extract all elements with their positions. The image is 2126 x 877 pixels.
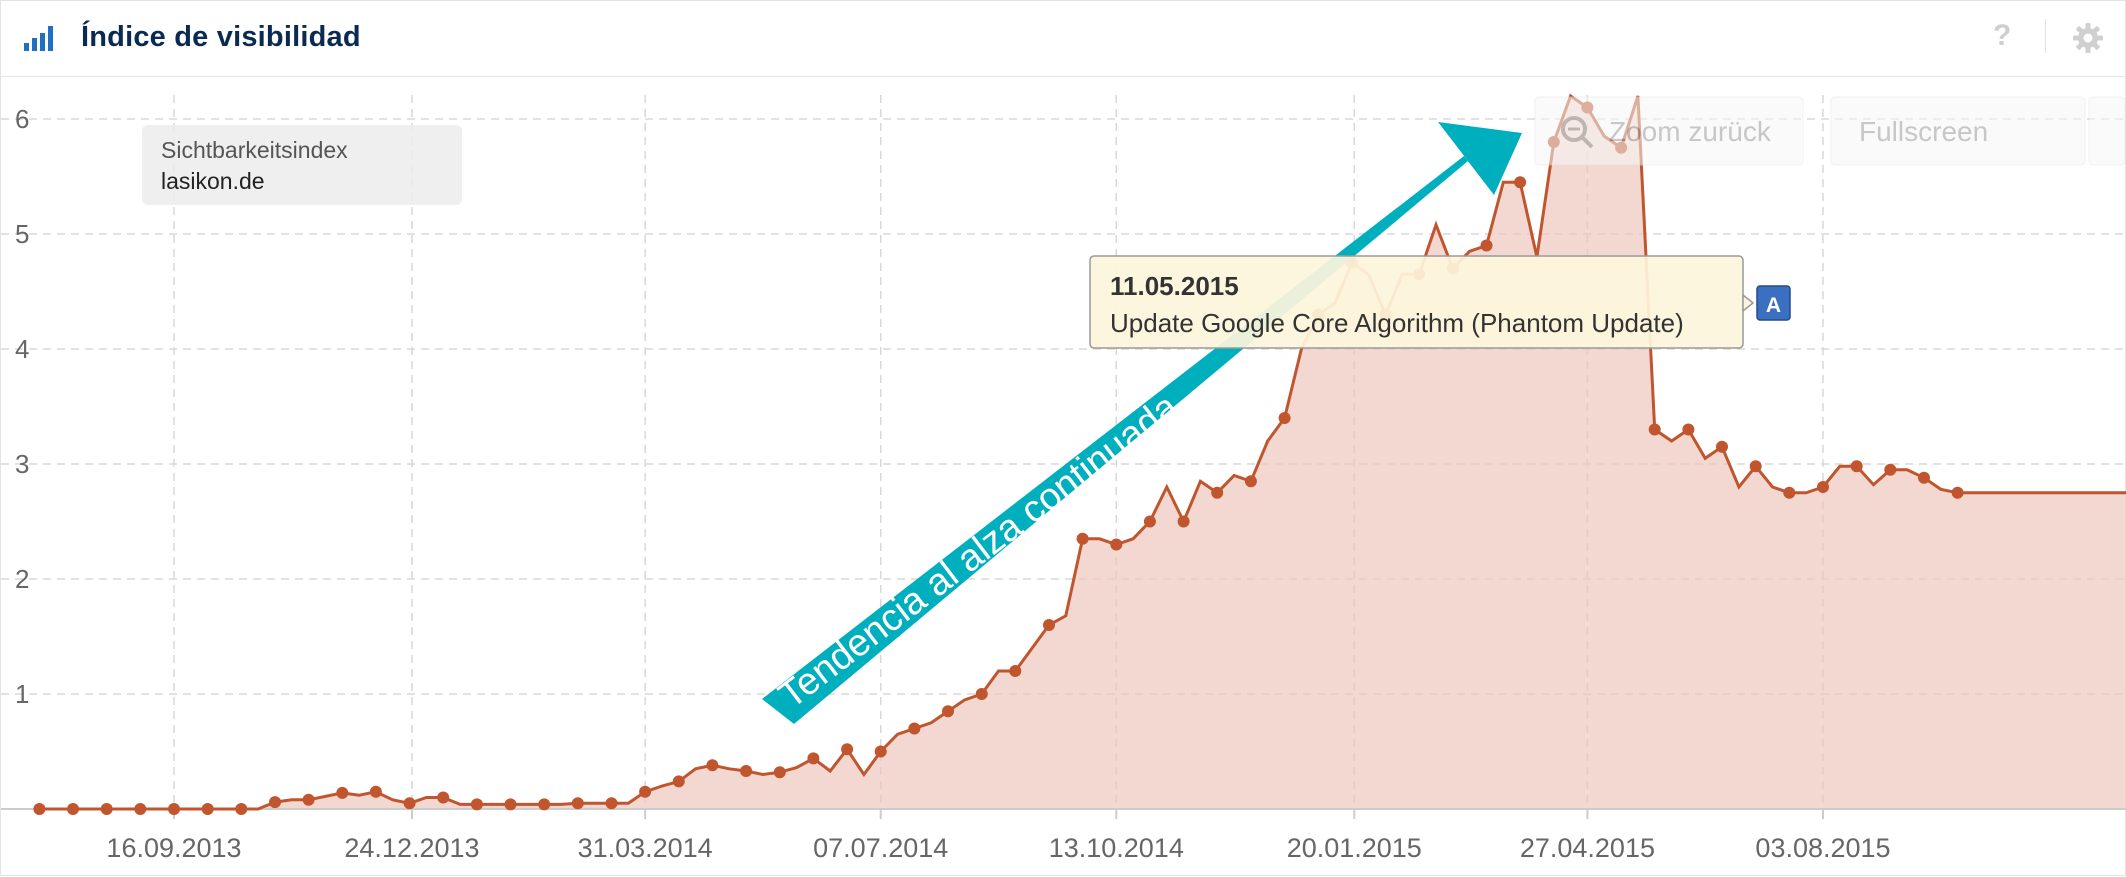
legend-domain: lasikon.de [161,168,265,194]
y-tick-label: 4 [15,334,29,364]
data-point[interactable] [302,793,315,806]
tooltip-text: Update Google Core Algorithm (Phantom Up… [1110,308,1684,338]
data-point[interactable] [269,796,281,809]
zoom-out-label: Zoom zurück [1609,116,1772,147]
y-tick-label: 3 [15,449,29,479]
data-point[interactable] [908,722,921,735]
x-axis-labels: 16.09.2013 24.12.2013 31.03.2014 07.07.2014… [106,833,1890,863]
data-point[interactable] [1648,423,1661,436]
data-point[interactable] [336,786,349,799]
y-tick-label: 1 [15,679,29,709]
data-point[interactable] [740,765,753,777]
series-points [33,101,1964,815]
gear-icon[interactable] [2071,21,2105,55]
y-axis-labels: 1 2 3 4 5 6 [15,104,29,709]
data-point[interactable] [403,797,416,810]
event-flag-marker[interactable]: A [1756,285,1791,321]
data-point[interactable] [841,743,854,756]
data-point[interactable] [168,803,180,815]
data-point[interactable] [605,797,618,810]
data-point[interactable] [504,798,517,811]
data-point[interactable] [201,803,214,815]
x-tick-label: 31.03.2014 [578,833,713,863]
series-line [39,93,2126,811]
data-point[interactable] [1278,412,1291,424]
x-tick-label: 20.01.2015 [1287,833,1422,863]
data-point[interactable] [1177,515,1190,528]
data-point[interactable] [1716,440,1728,453]
data-point[interactable] [1514,176,1527,189]
data-point[interactable] [1918,471,1930,484]
zoom-out-button[interactable]: Zoom zurück [1534,96,1804,166]
help-icon[interactable]: ? [1993,19,2012,52]
fullscreen-button[interactable]: Fullscreen [1830,96,2086,166]
x-tick-label: 13.10.2014 [1049,833,1184,863]
page-title: Índice de visibilidad [81,21,361,53]
data-point[interactable] [1850,460,1863,473]
data-point[interactable] [874,745,887,758]
widget-header: Índice de visibilidad ? [1,1,2126,77]
data-point[interactable] [67,803,79,815]
data-point[interactable] [706,759,719,772]
data-point[interactable] [773,766,786,779]
data-point[interactable] [100,803,113,815]
legend-box: Sichtbarkeitsindex lasikon.de [142,125,462,205]
data-point[interactable] [1110,538,1123,551]
data-point[interactable] [571,797,584,810]
data-point[interactable] [1884,463,1897,476]
visibility-chart: 1 2 3 4 5 6 16.09.2013 24.12.2013 31.03.2014 07.… [1,93,2126,863]
data-point[interactable] [1076,532,1089,545]
data-point[interactable] [235,803,248,815]
data-point[interactable] [639,785,652,798]
y-tick-label: 2 [15,564,29,594]
data-point[interactable] [942,705,954,718]
magnifier-icon [1561,116,1594,149]
x-tick-label: 07.07.2014 [813,833,948,863]
event-tooltip: 11.05.2015 Update Google Core Algorithm … [1089,255,1755,349]
data-point[interactable] [369,785,382,798]
data-point[interactable] [1817,481,1829,493]
data-point[interactable] [1783,486,1796,499]
x-tick-label: 24.12.2013 [344,833,479,863]
tooltip-date: 11.05.2015 [1110,271,1239,301]
event-flag-label: A [1766,294,1781,317]
x-tick-label: 03.08.2015 [1755,833,1890,863]
data-point[interactable] [1682,423,1695,436]
data-point[interactable] [1480,239,1493,252]
y-tick-label: 5 [15,219,29,249]
data-point[interactable] [1211,486,1224,499]
data-point[interactable] [134,803,147,815]
data-point[interactable] [1244,475,1257,488]
data-point[interactable] [975,688,988,700]
header-divider [2045,19,2046,53]
data-point[interactable] [1951,486,1964,499]
data-point[interactable] [470,798,483,811]
data-point[interactable] [1749,460,1762,473]
x-tick-label: 16.09.2013 [106,833,241,863]
toolbar-menu-button[interactable] [2088,96,2126,166]
data-point[interactable] [807,752,820,765]
legend-title: Sichtbarkeitsindex [161,137,348,163]
data-point[interactable] [1143,515,1156,528]
data-point[interactable] [1043,619,1055,631]
data-point[interactable] [1009,665,1022,677]
data-point[interactable] [538,798,551,811]
data-point[interactable] [437,791,450,804]
x-tick-label: 27.04.2015 [1520,833,1655,863]
fullscreen-label: Fullscreen [1859,116,1988,147]
data-point[interactable] [672,775,685,788]
data-point[interactable] [33,803,46,815]
signal-bars-icon [24,26,53,51]
y-tick-label: 6 [15,104,29,134]
